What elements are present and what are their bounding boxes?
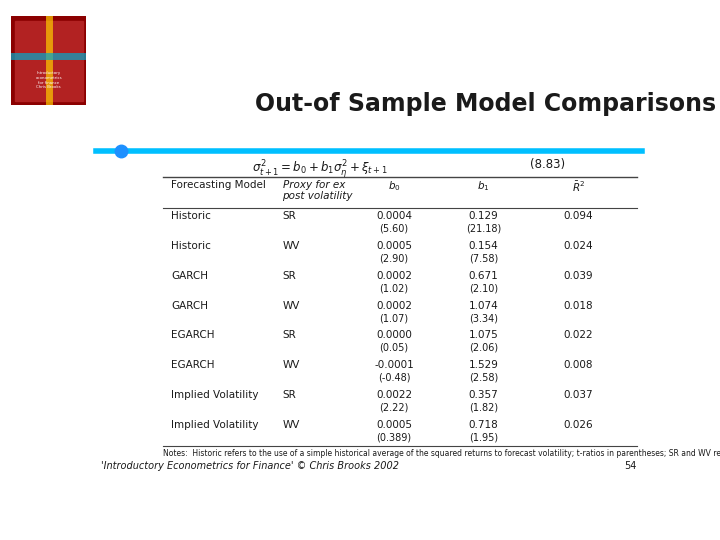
Text: GARCH: GARCH	[171, 271, 208, 281]
Text: Historic: Historic	[171, 241, 211, 251]
Text: (1.02): (1.02)	[379, 283, 409, 293]
Text: (1.95): (1.95)	[469, 433, 498, 443]
Text: 0.026: 0.026	[564, 420, 593, 430]
Text: SR: SR	[282, 211, 296, 221]
Text: 0.0005: 0.0005	[376, 420, 412, 430]
Text: 0.022: 0.022	[564, 330, 593, 341]
Text: WV: WV	[282, 420, 300, 430]
Text: WV: WV	[282, 301, 300, 310]
Text: (8.83): (8.83)	[530, 158, 565, 171]
Text: (2.22): (2.22)	[379, 403, 409, 413]
Text: 0.129: 0.129	[469, 211, 498, 221]
Text: SR: SR	[282, 390, 296, 400]
Text: post volatility: post volatility	[282, 191, 353, 201]
Text: 0.0022: 0.0022	[376, 390, 412, 400]
Text: 0.0004: 0.0004	[376, 211, 412, 221]
Text: (21.18): (21.18)	[466, 223, 501, 233]
Text: 0.018: 0.018	[564, 301, 593, 310]
Text: (2.06): (2.06)	[469, 343, 498, 353]
Text: 0.0002: 0.0002	[376, 271, 412, 281]
Text: Implied Volatility: Implied Volatility	[171, 420, 258, 430]
Text: $\bar{R}^2$: $\bar{R}^2$	[572, 180, 585, 194]
Text: $\sigma^2_{t+1} = b_0 + b_1\sigma^2_{\eta} + \xi_{t+1}$: $\sigma^2_{t+1} = b_0 + b_1\sigma^2_{\et…	[252, 158, 387, 179]
Text: (7.58): (7.58)	[469, 253, 498, 263]
Text: (2.10): (2.10)	[469, 283, 498, 293]
Text: 0.357: 0.357	[469, 390, 498, 400]
Text: 0.024: 0.024	[564, 241, 593, 251]
Text: Forecasting Model: Forecasting Model	[171, 180, 266, 190]
Text: 0.154: 0.154	[469, 241, 498, 251]
Text: (0.05): (0.05)	[379, 343, 409, 353]
Text: 0.039: 0.039	[564, 271, 593, 281]
Text: WV: WV	[282, 360, 300, 370]
Text: 0.008: 0.008	[564, 360, 593, 370]
Text: 0.671: 0.671	[469, 271, 498, 281]
Text: EGARCH: EGARCH	[171, 330, 215, 341]
Text: $b_0$: $b_0$	[388, 180, 400, 193]
Text: 1.075: 1.075	[469, 330, 498, 341]
Text: 0.0005: 0.0005	[376, 241, 412, 251]
Text: (-0.48): (-0.48)	[378, 373, 410, 383]
Text: SR: SR	[282, 271, 296, 281]
Text: Notes:  Historic refers to the use of a simple historical average of the squared: Notes: Historic refers to the use of a s…	[163, 449, 720, 458]
Text: SR: SR	[282, 330, 296, 341]
Text: Introductory
econometrics
for finance
Chris Brooks: Introductory econometrics for finance Ch…	[35, 71, 62, 89]
Text: (5.60): (5.60)	[379, 223, 409, 233]
Text: 1.074: 1.074	[469, 301, 498, 310]
Text: -0.0001: -0.0001	[374, 360, 414, 370]
Text: WV: WV	[282, 241, 300, 251]
Text: 54: 54	[624, 462, 637, 471]
Text: $b_1$: $b_1$	[477, 180, 490, 193]
Text: Historic: Historic	[171, 211, 211, 221]
Text: (3.34): (3.34)	[469, 313, 498, 323]
Text: 0.0002: 0.0002	[376, 301, 412, 310]
Text: Implied Volatility: Implied Volatility	[171, 390, 258, 400]
Text: EGARCH: EGARCH	[171, 360, 215, 370]
Text: (1.07): (1.07)	[379, 313, 409, 323]
Text: (0.389): (0.389)	[377, 433, 412, 443]
Text: Proxy for ex: Proxy for ex	[282, 180, 345, 190]
Text: (2.90): (2.90)	[379, 253, 409, 263]
Text: (1.82): (1.82)	[469, 403, 498, 413]
Text: 0.0000: 0.0000	[376, 330, 412, 341]
Text: 'Introductory Econometrics for Finance' © Chris Brooks 2002: 'Introductory Econometrics for Finance' …	[101, 462, 399, 471]
Text: GARCH: GARCH	[171, 301, 208, 310]
Text: 0.718: 0.718	[469, 420, 498, 430]
Text: 1.529: 1.529	[469, 360, 498, 370]
Text: 0.094: 0.094	[564, 211, 593, 221]
Text: 0.037: 0.037	[564, 390, 593, 400]
Text: Out-of Sample Model Comparisons: Out-of Sample Model Comparisons	[255, 92, 716, 116]
Text: (2.58): (2.58)	[469, 373, 498, 383]
